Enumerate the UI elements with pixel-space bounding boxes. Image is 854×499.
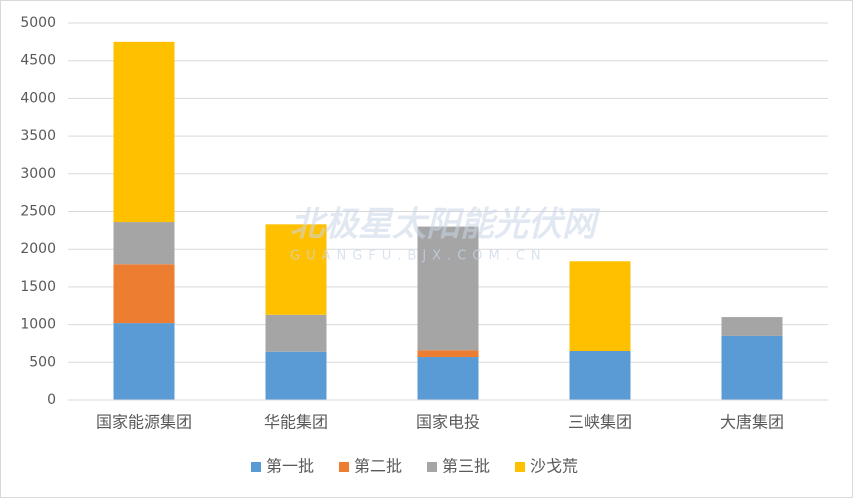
y-tick-label: 1000	[20, 317, 56, 333]
x-tick-label: 三峡集团	[568, 413, 632, 432]
y-tick-label: 1500	[20, 279, 56, 295]
watermark-sub: GUANGFU.BJX.COM.CN	[290, 249, 547, 264]
legend-label: 沙戈荒	[530, 457, 578, 476]
bar-segment	[417, 350, 479, 358]
y-tick-label: 3000	[20, 166, 56, 182]
y-tick-label: 4500	[20, 53, 56, 69]
legend-swatch	[339, 462, 349, 472]
bar-segment	[721, 335, 783, 400]
legend-label: 第一批	[266, 457, 314, 476]
bar-segment	[265, 314, 327, 352]
plot-area: 0 500 1000 1500 2000 2500 3000 3500 4000 4500 5000…	[20, 15, 828, 432]
y-tick-label: 2500	[20, 204, 56, 220]
bar-segment	[113, 41, 175, 223]
y-tick-label: 4000	[20, 90, 56, 106]
bar-segment	[569, 261, 631, 351]
legend-label: 第三批	[442, 457, 490, 476]
y-tick-label: 0	[47, 392, 56, 408]
bar-segment	[113, 323, 175, 400]
y-tick-label: 5000	[20, 15, 56, 31]
bar-segment	[417, 226, 479, 351]
bar-segment	[721, 317, 783, 336]
bar-segment	[417, 357, 479, 400]
watermark: 北极星太阳能光伏网	[290, 205, 601, 245]
bar-segment	[113, 264, 175, 324]
bar-segment	[569, 350, 631, 400]
x-tick-label: 国家能源集团	[96, 413, 192, 432]
bar-segment	[265, 351, 327, 400]
y-tick-label: 3500	[20, 128, 56, 144]
legend-swatch	[515, 462, 525, 472]
bar-segment	[113, 222, 175, 265]
x-tick-label: 华能集团	[264, 413, 328, 432]
legend-swatch	[427, 462, 437, 472]
y-tick-label: 500	[29, 354, 56, 370]
y-tick-label: 2000	[20, 241, 56, 257]
legend-swatch	[251, 462, 261, 472]
legend-label: 第二批	[354, 457, 402, 476]
x-tick-label: 国家电投	[416, 413, 480, 432]
bar-segment	[265, 224, 327, 315]
x-tick-label: 大唐集团	[720, 413, 784, 432]
